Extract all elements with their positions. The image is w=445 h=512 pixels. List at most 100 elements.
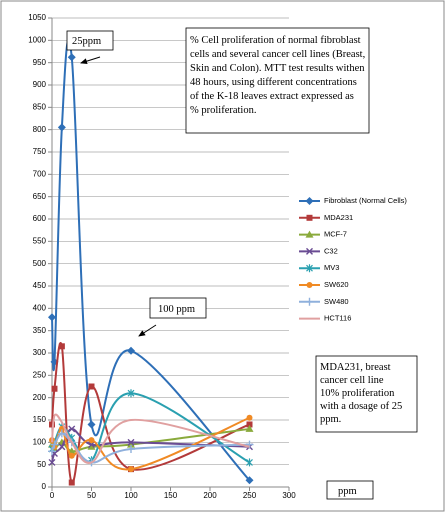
marker — [127, 346, 135, 355]
marker — [128, 466, 134, 473]
y-tick-label: 200 — [33, 393, 47, 402]
marker — [305, 197, 314, 205]
marker — [127, 438, 135, 446]
legend-label: Fibroblast (Normal Cells) — [324, 196, 407, 205]
marker — [48, 458, 56, 466]
x-tick-label: 50 — [87, 491, 96, 500]
series — [48, 39, 254, 485]
annotation: 10% proliferation — [320, 388, 395, 399]
marker — [87, 442, 96, 450]
annotation: cancer cell line — [320, 375, 384, 386]
marker — [306, 214, 313, 221]
y-tick-label: 400 — [33, 303, 47, 312]
legend-label: SW620 — [324, 280, 349, 289]
marker — [245, 476, 254, 485]
marker — [57, 123, 66, 132]
annotation: ppm. — [320, 414, 341, 425]
y-tick-label: 550 — [33, 236, 47, 245]
marker — [305, 230, 314, 238]
y-tick-label: 700 — [33, 169, 47, 178]
annotation-box — [66, 30, 114, 51]
x-tick-label: 300 — [282, 491, 296, 500]
annotation: % proliferation. — [190, 105, 256, 116]
marker — [305, 297, 314, 306]
series-line — [51, 413, 250, 464]
annotation: 48 hours, using different concentrations — [190, 77, 357, 88]
y-tick-label: 500 — [33, 259, 47, 268]
legend: Fibroblast (Normal Cells) MDA231 MCF-7 C32 M… — [299, 196, 407, 323]
marker — [50, 440, 59, 449]
legend-label: C32 — [324, 246, 338, 255]
marker — [306, 247, 313, 255]
y-tick-label: 0 — [42, 482, 47, 491]
legend-label: HCT116 — [324, 314, 351, 323]
x-tick-label: 150 — [164, 491, 178, 500]
marker — [48, 447, 56, 456]
y-tick-label: 300 — [33, 348, 47, 357]
series — [51, 413, 250, 464]
marker — [68, 479, 75, 486]
marker — [245, 440, 254, 449]
y-tick-label: 100 — [33, 437, 47, 446]
y-tick-label: 250 — [33, 370, 47, 379]
legend-label: MV3 — [324, 263, 339, 272]
x-tick-label: 200 — [203, 491, 217, 500]
marker — [246, 421, 253, 428]
y-tick-label: 950 — [33, 58, 47, 67]
y-tick-label: 850 — [33, 102, 47, 111]
y-tick-label: 900 — [33, 80, 47, 89]
x-tick-label: 100 — [124, 491, 138, 500]
y-tick-label: 600 — [33, 214, 47, 223]
marker — [246, 458, 253, 467]
y-tick-label: 1050 — [28, 13, 46, 22]
marker — [306, 264, 313, 273]
marker — [48, 313, 56, 322]
marker — [58, 443, 66, 451]
marker — [306, 282, 313, 288]
y-tick-label: 750 — [33, 147, 47, 156]
marker — [88, 383, 95, 390]
annotation: of the K-18 leaves extract expressed as — [190, 91, 354, 102]
annotation-box — [315, 355, 418, 433]
marker — [57, 429, 66, 438]
marker — [51, 385, 58, 392]
marker — [245, 424, 254, 432]
marker — [68, 452, 75, 459]
marker — [49, 421, 55, 428]
marker — [68, 425, 76, 433]
annotation: 100 ppm — [158, 304, 195, 315]
legend-label: SW480 — [324, 297, 349, 306]
y-tick-label: 50 — [37, 460, 46, 469]
annotation-box — [149, 297, 207, 319]
y-tick-label: 350 — [33, 326, 47, 335]
annotation: with a dosage of 25 — [320, 401, 402, 412]
annotation: % Cell proliferation of normal fibroblas… — [190, 35, 361, 46]
annotation: Skin and Colon). MTT test results withen — [190, 63, 365, 74]
annotation-box — [185, 27, 370, 134]
marker — [87, 420, 96, 429]
annotation: MDA231, breast — [320, 362, 391, 373]
marker — [127, 389, 135, 398]
x-axis-label: ppm — [338, 486, 357, 497]
marker — [246, 414, 253, 421]
annotation: cells and several cancer cell lines (Bre… — [190, 49, 365, 60]
x-tick-label: 250 — [243, 491, 257, 500]
y-tick-label: 800 — [33, 125, 47, 134]
y-tick-label: 450 — [33, 281, 47, 290]
y-tick-label: 650 — [33, 192, 47, 201]
marker — [127, 445, 135, 454]
legend-label: MDA231 — [324, 213, 353, 222]
x-tick-label: 0 — [50, 491, 55, 500]
plot — [48, 39, 254, 486]
marker — [88, 441, 95, 449]
y-tick-label: 150 — [33, 415, 47, 424]
marker — [127, 440, 135, 448]
marker — [88, 437, 95, 444]
marker — [67, 53, 76, 62]
x-axis-label-box — [326, 480, 374, 500]
y-tick-label: 1000 — [28, 35, 46, 44]
legend-label: MCF-7 — [324, 230, 347, 239]
marker — [58, 343, 65, 350]
arrow — [138, 324, 157, 337]
